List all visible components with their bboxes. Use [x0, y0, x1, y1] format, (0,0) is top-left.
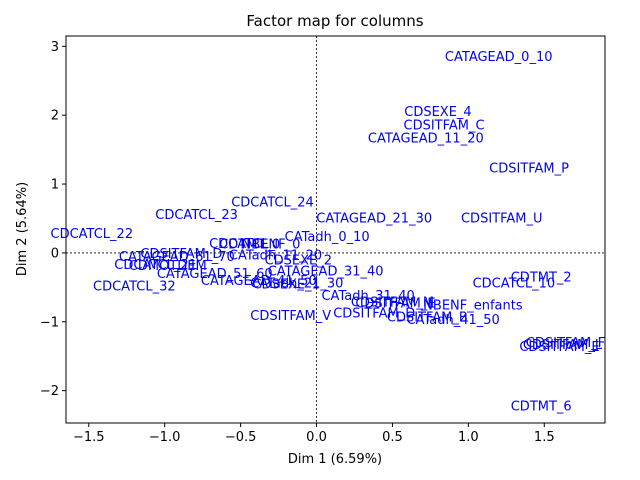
- point-label: CDSITFAM_E: [355, 297, 435, 312]
- y-tick-label: 2: [51, 109, 59, 124]
- x-tick-label: −0.5: [225, 430, 257, 445]
- point-label: CATadh_11_20: [229, 248, 322, 263]
- point-label: CDSITFAM_D: [333, 306, 415, 321]
- point-label: CDSITFAM_D: [140, 247, 222, 262]
- x-axis-label: Dim 1 (6.59%): [288, 452, 382, 467]
- point-label: CATadh_21_30: [250, 277, 343, 292]
- point-label: CDSITFAM_V: [250, 309, 331, 324]
- point-label: CDCATCL_24: [231, 195, 314, 210]
- point-label: CATAGEAD_0_10: [445, 50, 553, 65]
- x-tick-label: 0.0: [306, 430, 327, 445]
- y-axis-label: Dim 2 (5.64%): [15, 182, 30, 276]
- point-label: CATAGEAD_31_40: [268, 264, 384, 279]
- point-label: CATadh_41_50: [407, 313, 500, 328]
- point-label: CDSITFAM_E: [519, 340, 599, 355]
- point-label: CATAGEAD_41_50: [201, 274, 317, 289]
- point-label: CDCATCL_32: [93, 279, 176, 294]
- point-label: CDSITFAM_C: [404, 118, 485, 133]
- y-axis-ticks: −2 −1 0 1 2 3: [40, 40, 66, 399]
- y-tick-label: −1: [40, 315, 59, 330]
- y-tick-label: −2: [40, 384, 59, 399]
- chart-title: Factor map for columns: [246, 12, 423, 30]
- y-tick-label: 1: [51, 178, 59, 193]
- point-label: CATAGEAD_21_30: [316, 211, 432, 226]
- point-label: CATAGEAD_51_60: [157, 267, 273, 282]
- point-label: CDSEXE_4: [404, 105, 471, 120]
- point-label: CDCATCL_22: [51, 227, 134, 242]
- point-label: CDSEXE_1: [252, 277, 319, 292]
- point-label: CDCATCL_: [209, 237, 276, 252]
- point-label: CDCATCL_21: [114, 258, 197, 273]
- point-label: NBENF_0: [242, 237, 301, 252]
- point-label: CDSITFAM_L: [523, 338, 603, 353]
- point-label: CDTMT_6: [511, 399, 572, 414]
- point-label: CATadh_0_10: [285, 230, 370, 245]
- reference-lines: [66, 36, 605, 423]
- x-tick-label: 0.5: [382, 430, 403, 445]
- x-tick-label: 1.5: [534, 430, 555, 445]
- x-tick-label: 1.0: [458, 430, 479, 445]
- point-label: CDMOTDEM: [129, 259, 207, 274]
- x-axis-ticks: −1.5 −1.0 −0.5 0.0 0.5 1.0 1.5: [73, 423, 555, 445]
- point-label: CDTMT_2: [511, 271, 572, 286]
- plot-frame: [65, 35, 606, 424]
- point-labels: CATAGEAD_0_10CDSEXE_4CDSITFAM_CCATAGEAD_…: [51, 50, 606, 414]
- point-label: NBENF_enfants: [423, 299, 523, 314]
- point-label: CDCATCL_10: [473, 277, 556, 292]
- point-label: CDSEXE_2: [265, 253, 332, 268]
- point-label: CDSITFAM_M: [351, 295, 434, 310]
- point-label: CATAGEAD_11_20: [368, 131, 484, 146]
- point-label: CDCATCL_23: [155, 208, 238, 223]
- point-label: CATadh_31_40: [321, 289, 414, 304]
- point-label: CDTMT_0: [219, 237, 280, 252]
- point-label: CDSITFAM_B: [387, 310, 468, 325]
- point-label: CDSITFAM_U: [461, 211, 543, 226]
- x-tick-label: −1.0: [149, 430, 181, 445]
- point-label: CDSITFAM_F: [526, 336, 606, 351]
- y-tick-label: 3: [51, 40, 59, 55]
- x-tick-label: −1.5: [73, 430, 105, 445]
- y-tick-label: 0: [51, 246, 59, 261]
- point-label: CDSITFAM_P: [489, 162, 569, 177]
- point-label: CATAGEAD_61_70: [119, 250, 235, 265]
